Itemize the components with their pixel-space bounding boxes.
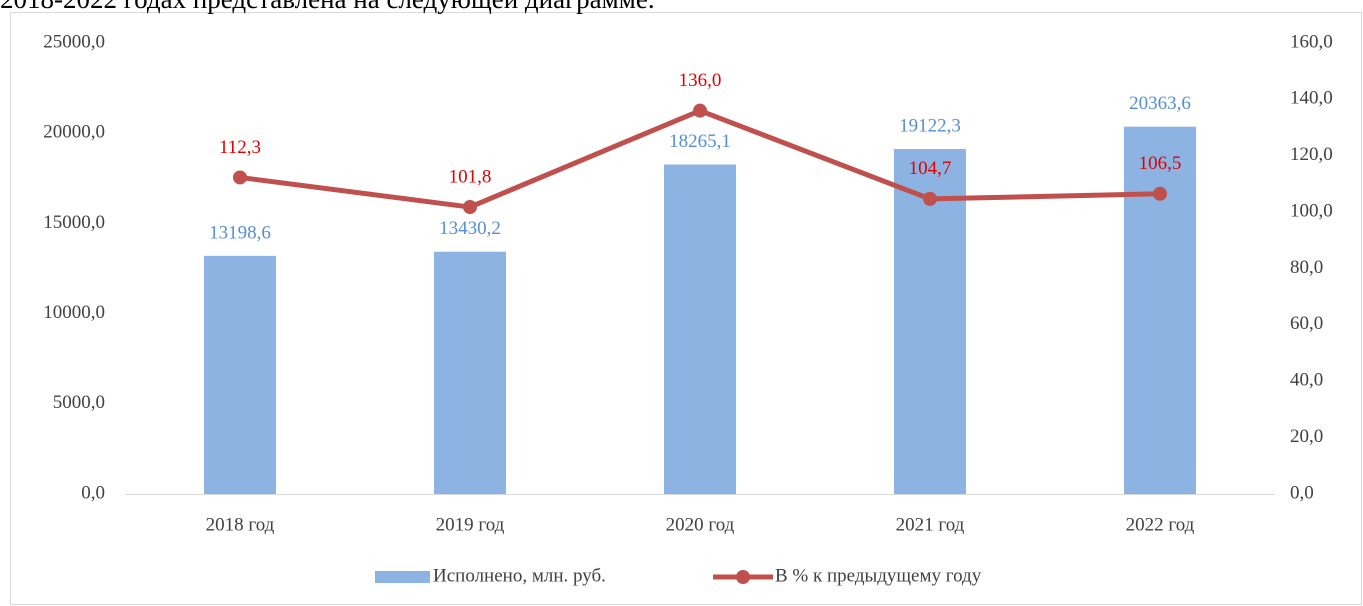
line-marker (233, 170, 247, 185)
y-tick-label: 5000,0 (53, 392, 105, 413)
text-above: 2018-2022 годах представлена на следующе… (0, 0, 655, 14)
y-tick-label: 10000,0 (43, 302, 105, 323)
bar (664, 164, 736, 494)
y-tick-label: 15000,0 (43, 212, 105, 233)
line-marker (693, 103, 707, 118)
bar (434, 251, 506, 494)
line-value-label: 101,8 (449, 166, 492, 187)
y2-tick-label: 120,0 (1290, 144, 1333, 165)
x-tick-label: 2022 год (1126, 514, 1195, 535)
x-tick-label: 2019 год (436, 514, 505, 535)
y2-tick-label: 140,0 (1290, 88, 1333, 109)
line-value-label: 106,5 (1139, 153, 1182, 174)
legend-swatch (375, 571, 430, 583)
y2-tick-label: 160,0 (1290, 31, 1333, 52)
y-tick-label: 20000,0 (43, 122, 105, 143)
line-value-label: 136,0 (679, 70, 722, 91)
x-tick-label: 2021 год (896, 514, 965, 535)
legend-marker (736, 570, 750, 584)
bar (1124, 126, 1196, 494)
y2-tick-label: 40,0 (1290, 370, 1323, 391)
y2-tick-label: 0,0 (1290, 482, 1314, 503)
x-tick-label: 2020 год (666, 514, 735, 535)
bar-value-label: 20363,6 (1129, 93, 1191, 114)
legend-label: Исполнено, млн. руб. (433, 565, 606, 586)
y2-tick-label: 80,0 (1290, 257, 1323, 278)
bar-value-label: 13430,2 (439, 218, 501, 239)
line-marker (463, 200, 477, 215)
line-marker (923, 191, 937, 206)
x-tick-label: 2018 год (206, 514, 275, 535)
line-marker (1153, 186, 1167, 201)
bar-value-label: 18265,1 (669, 131, 731, 152)
line-value-label: 112,3 (219, 137, 261, 158)
y-tick-label: 0,0 (81, 482, 105, 503)
y2-tick-label: 60,0 (1290, 313, 1323, 334)
legend-label: В % к предыдущему году (775, 565, 982, 586)
bar-value-label: 13198,6 (209, 222, 271, 243)
bar (894, 149, 966, 495)
bar (204, 255, 276, 494)
y-tick-label: 25000,0 (43, 31, 105, 52)
y2-tick-label: 100,0 (1290, 200, 1333, 221)
bar-value-label: 19122,3 (899, 115, 961, 136)
y2-tick-label: 20,0 (1290, 426, 1323, 447)
line-value-label: 104,7 (909, 158, 952, 179)
